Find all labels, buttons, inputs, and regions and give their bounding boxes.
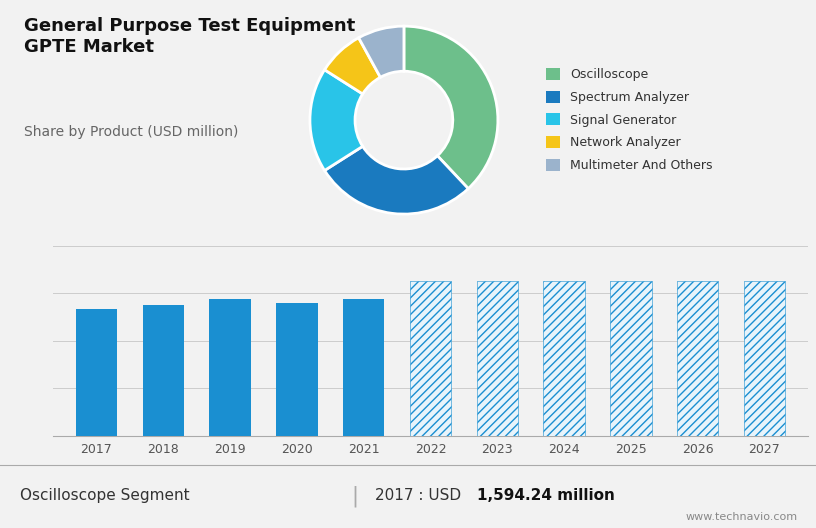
Bar <box>677 281 718 436</box>
Text: www.technavio.com: www.technavio.com <box>686 512 798 522</box>
Bar <box>276 303 317 436</box>
Bar <box>343 299 384 436</box>
Bar <box>477 281 518 436</box>
Bar <box>743 281 785 436</box>
Bar <box>76 309 118 436</box>
Wedge shape <box>359 26 404 77</box>
Bar <box>543 281 585 436</box>
Bar <box>610 281 651 436</box>
Text: 1,594.24 million: 1,594.24 million <box>477 488 615 503</box>
Legend: Oscilloscope, Spectrum Analyzer, Signal Generator, Network Analyzer, Multimeter : Oscilloscope, Spectrum Analyzer, Signal … <box>547 68 712 172</box>
Text: |: | <box>352 485 358 507</box>
Wedge shape <box>404 26 498 188</box>
Text: General Purpose Test Equipment
GPTE Market: General Purpose Test Equipment GPTE Mark… <box>24 17 356 56</box>
Bar <box>410 281 451 436</box>
Bar <box>143 305 184 436</box>
Text: Oscilloscope Segment: Oscilloscope Segment <box>20 488 190 503</box>
Text: 2017 : USD: 2017 : USD <box>375 488 467 503</box>
Bar <box>210 299 251 436</box>
Wedge shape <box>325 146 468 214</box>
Wedge shape <box>325 38 380 94</box>
Wedge shape <box>310 70 362 171</box>
Text: Share by Product (USD million): Share by Product (USD million) <box>24 125 239 139</box>
